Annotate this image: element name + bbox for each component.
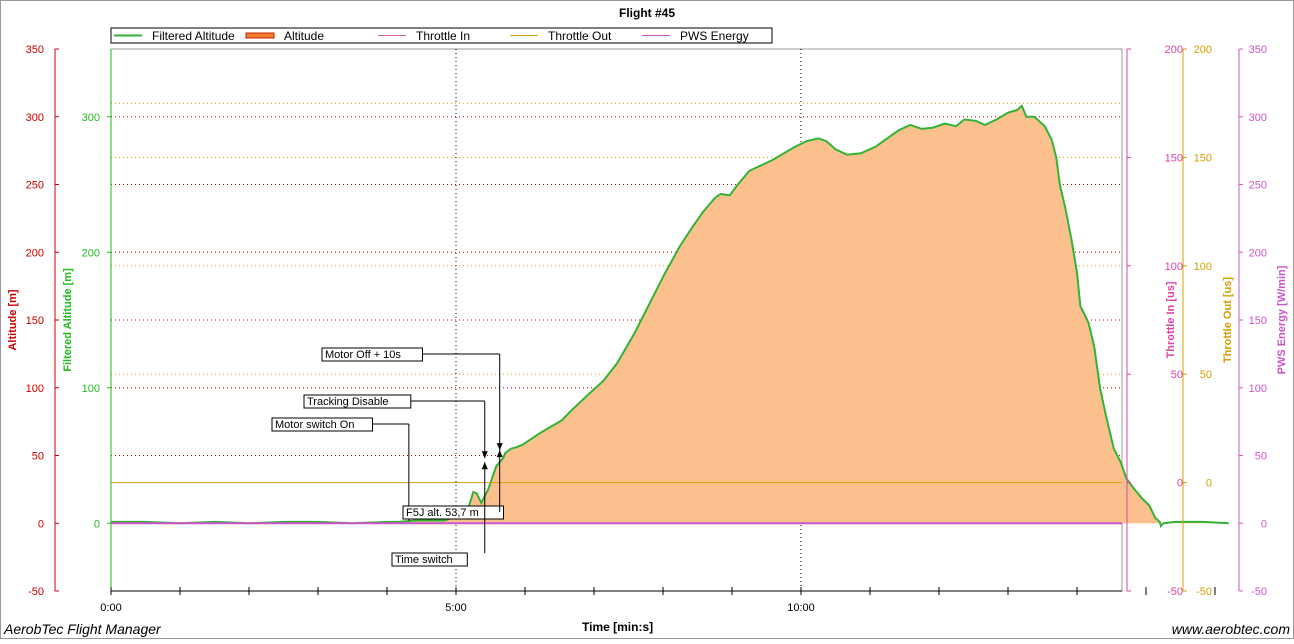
legend-label: Throttle Out: [548, 29, 612, 43]
pws-energy-tick-label: 100: [1249, 383, 1267, 395]
legend-label: Filtered Altitude: [152, 29, 235, 43]
altitude-tick-label: 200: [26, 247, 44, 259]
legend-label: Altitude: [284, 29, 324, 43]
annotation-f5j-alt-label: F5J alt. 53,7 m: [406, 507, 479, 519]
throttle-in-tick-label: 200: [1165, 44, 1183, 56]
filtered-altitude-tick-label: 200: [82, 247, 100, 259]
altitude-tick-label: 350: [26, 44, 44, 56]
legend-label: PWS Energy: [680, 29, 749, 43]
altitude-tick-label: 300: [26, 112, 44, 124]
altitude-tick-label: 150: [26, 315, 44, 327]
altitude-tick-label: 0: [38, 518, 44, 530]
altitude-tick-label: 50: [32, 451, 44, 463]
right-axes: 200 150 100 50 0 -50 Throttle In [us] 200 150 100…: [1126, 44, 1288, 598]
pws-energy-tick-label: 200: [1249, 247, 1267, 259]
footer-app-name: AerobTec Flight Manager: [3, 621, 162, 637]
pws-energy-tick-label: 300: [1249, 112, 1267, 124]
annotation-time-switch-label: Time switch: [395, 554, 453, 566]
filtered-altitude-axis-label: Filtered Altitude [m]: [62, 268, 74, 372]
left-axes: 350 300 250 200 150 100 50 0 -50 Altitude [m] 300 2…: [7, 44, 112, 598]
pws-energy-tick-label: 0: [1261, 518, 1267, 530]
throttle-in-tick-label: 150: [1165, 152, 1183, 164]
x-tick-label: 5:00: [445, 602, 466, 614]
pws-energy-tick-label: 250: [1249, 180, 1267, 192]
altitude-tick-label: -50: [28, 586, 44, 598]
throttle-out-tick-label: 150: [1194, 152, 1212, 164]
pws-energy-axis-label: PWS Energy [W/min]: [1276, 265, 1288, 374]
grid: [111, 49, 1122, 591]
throttle-in-tick-label: 100: [1165, 261, 1183, 273]
throttle-out-tick-label: 200: [1194, 44, 1212, 56]
altitude-tick-label: 250: [26, 180, 44, 192]
filtered-altitude-tick-label: 300: [82, 112, 100, 124]
throttle-in-tick-label: -50: [1167, 586, 1183, 598]
throttle-in-tick-label: 0: [1177, 478, 1183, 490]
x-tick-label: 0:00: [100, 602, 121, 614]
annotation-f5j-alt-box: [402, 505, 504, 520]
x-axis: 0:00 5:00 10:00: [100, 587, 1216, 614]
chart-title: Flight #45: [619, 6, 675, 20]
legend-box: [110, 27, 773, 44]
throttle-out-tick-label: 50: [1200, 369, 1212, 381]
legend: Filtered Altitude Altitude Throttle In Thro…: [110, 27, 773, 44]
pws-energy-tick-label: -50: [1251, 586, 1267, 598]
series-layer: [111, 104, 1229, 529]
annotations: Motor switch On Tracking Disable Motor Off…: [271, 347, 504, 567]
annotation-f5j-alt-arrowhead: [496, 450, 503, 458]
throttle-out-tick-label: -50: [1196, 586, 1212, 598]
footer-website: www.aerobtec.com: [1172, 621, 1291, 637]
legend-swatch: [245, 32, 275, 39]
annotation-time-switch-arrowhead: [481, 462, 488, 470]
altitude-tick-label: 100: [26, 383, 44, 395]
pws-energy-tick-label: 350: [1249, 44, 1267, 56]
throttle-out-tick-label: 100: [1194, 261, 1212, 273]
x-tick-label: 10:00: [787, 602, 815, 614]
annotation-motor-off-arrowhead: [496, 443, 503, 451]
filtered-altitude-line: [111, 104, 1229, 529]
legend-label: Throttle In: [416, 29, 470, 43]
throttle-out-tick-label: 0: [1206, 478, 1212, 490]
altitude-axis-label: Altitude [m]: [7, 289, 19, 350]
annotation-tracking-disable-arrowhead: [481, 451, 488, 459]
x-axis-label: Time [min:s]: [582, 620, 653, 634]
pws-energy-tick-label: 150: [1249, 315, 1267, 327]
throttle-in-tick-label: 50: [1171, 369, 1183, 381]
annotation-time-switch-box: [391, 552, 468, 567]
pws-energy-tick-label: 50: [1255, 451, 1267, 463]
annotation-motor-switch-on-label: Motor switch On: [275, 419, 354, 431]
throttle-in-axis-label: Throttle In [us]: [1165, 281, 1177, 358]
filtered-altitude-tick-label: 0: [94, 518, 100, 530]
annotation-tracking-disable-label: Tracking Disable: [307, 396, 389, 408]
filtered-altitude-tick-label: 100: [82, 383, 100, 395]
altitude-area: [111, 105, 1229, 527]
throttle-out-axis-label: Throttle Out [us]: [1222, 277, 1234, 363]
annotation-motor-off-label: Motor Off + 10s: [325, 349, 401, 361]
